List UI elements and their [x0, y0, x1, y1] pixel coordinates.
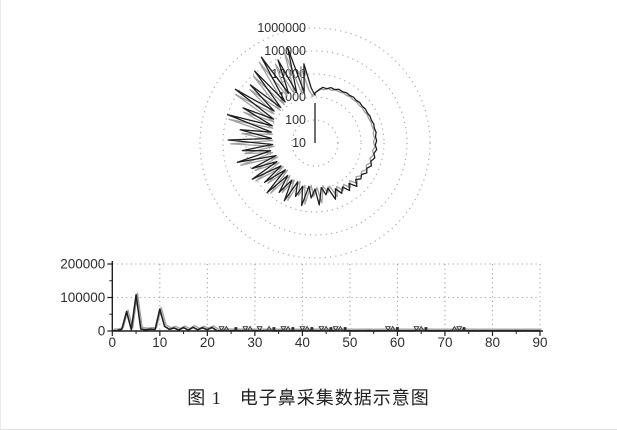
square-marker [291, 327, 295, 330]
x-tick-label: 80 [485, 335, 500, 350]
triangle-down-marker [332, 326, 339, 332]
polar-grid-rings [199, 27, 431, 259]
axis-tick-labels: 0 10 20 30 40 50 60 70 80 90 0 100000 200000 [60, 257, 547, 351]
triangle-up-marker [323, 325, 330, 331]
chart-grid [112, 263, 541, 330]
triangle-up-marker [285, 325, 292, 331]
triangle-down-marker [456, 326, 463, 332]
x-tick-label: 60 [390, 335, 405, 350]
line-series-echo [113, 292, 542, 330]
x-tick-label: 40 [295, 335, 310, 350]
data-point-markers [218, 325, 466, 332]
triangle-down-marker [384, 326, 392, 332]
x-tick-label: 70 [437, 335, 452, 350]
triangle-up-marker [304, 325, 311, 331]
radial-tick-label: 1000000 [257, 21, 306, 35]
figure-caption: 图 1 电子鼻采集数据示意图 [0, 384, 617, 410]
square-marker [424, 327, 428, 330]
y-tick-label: 200000 [60, 257, 105, 272]
polar-ring [268, 96, 362, 190]
triangle-down-marker [242, 326, 249, 332]
polar-ring [199, 27, 431, 259]
x-tick-label: 20 [200, 335, 215, 350]
triangle-up-marker [389, 325, 396, 331]
triangle-down-marker [256, 326, 263, 332]
x-tick-label: 10 [152, 335, 167, 350]
line-chart: 0 10 20 30 40 50 60 70 80 90 0 100000 200000 [60, 257, 547, 351]
caption-text: 电子鼻采集数据示意图 [239, 388, 430, 408]
y-tick-label: 0 [98, 324, 106, 339]
radial-tick-label: 10 [292, 136, 306, 150]
x-tick-label: 0 [109, 335, 117, 350]
polar-ring [222, 50, 408, 236]
triangle-down-marker [299, 326, 306, 332]
scan-edge-left [0, 0, 1, 430]
line-series [112, 293, 541, 332]
axis-ticks [107, 263, 541, 336]
triangle-up-marker [266, 325, 273, 331]
square-marker [343, 327, 347, 330]
triangle-down-marker [280, 326, 287, 332]
x-tick-label: 30 [247, 335, 262, 350]
polar-ring [291, 119, 339, 167]
square-marker [234, 327, 238, 330]
triangle-down-marker [318, 326, 325, 332]
radial-tick-label: 100 [285, 113, 306, 127]
square-marker [329, 327, 333, 330]
square-marker [272, 327, 276, 330]
triangle-down-marker [413, 326, 420, 332]
triangle-up-marker [223, 325, 230, 331]
square-marker [310, 327, 314, 330]
triangle-up-marker [451, 325, 458, 331]
polar-ring [245, 73, 385, 213]
triangle-up-marker [247, 325, 254, 331]
polar-series-echo [228, 51, 376, 205]
y-tick-label: 100000 [60, 290, 105, 305]
triangle-up-marker [418, 325, 425, 331]
square-marker [396, 327, 399, 330]
radial-tick-label: 100000 [264, 44, 306, 58]
caption-number: 图 1 [187, 388, 222, 408]
triangle-up-marker [337, 325, 344, 331]
x-tick-label: 50 [342, 335, 357, 350]
square-marker [462, 327, 466, 330]
polar-series [226, 47, 378, 207]
x-tick-label: 90 [532, 335, 547, 350]
triangle-down-marker [218, 326, 225, 332]
